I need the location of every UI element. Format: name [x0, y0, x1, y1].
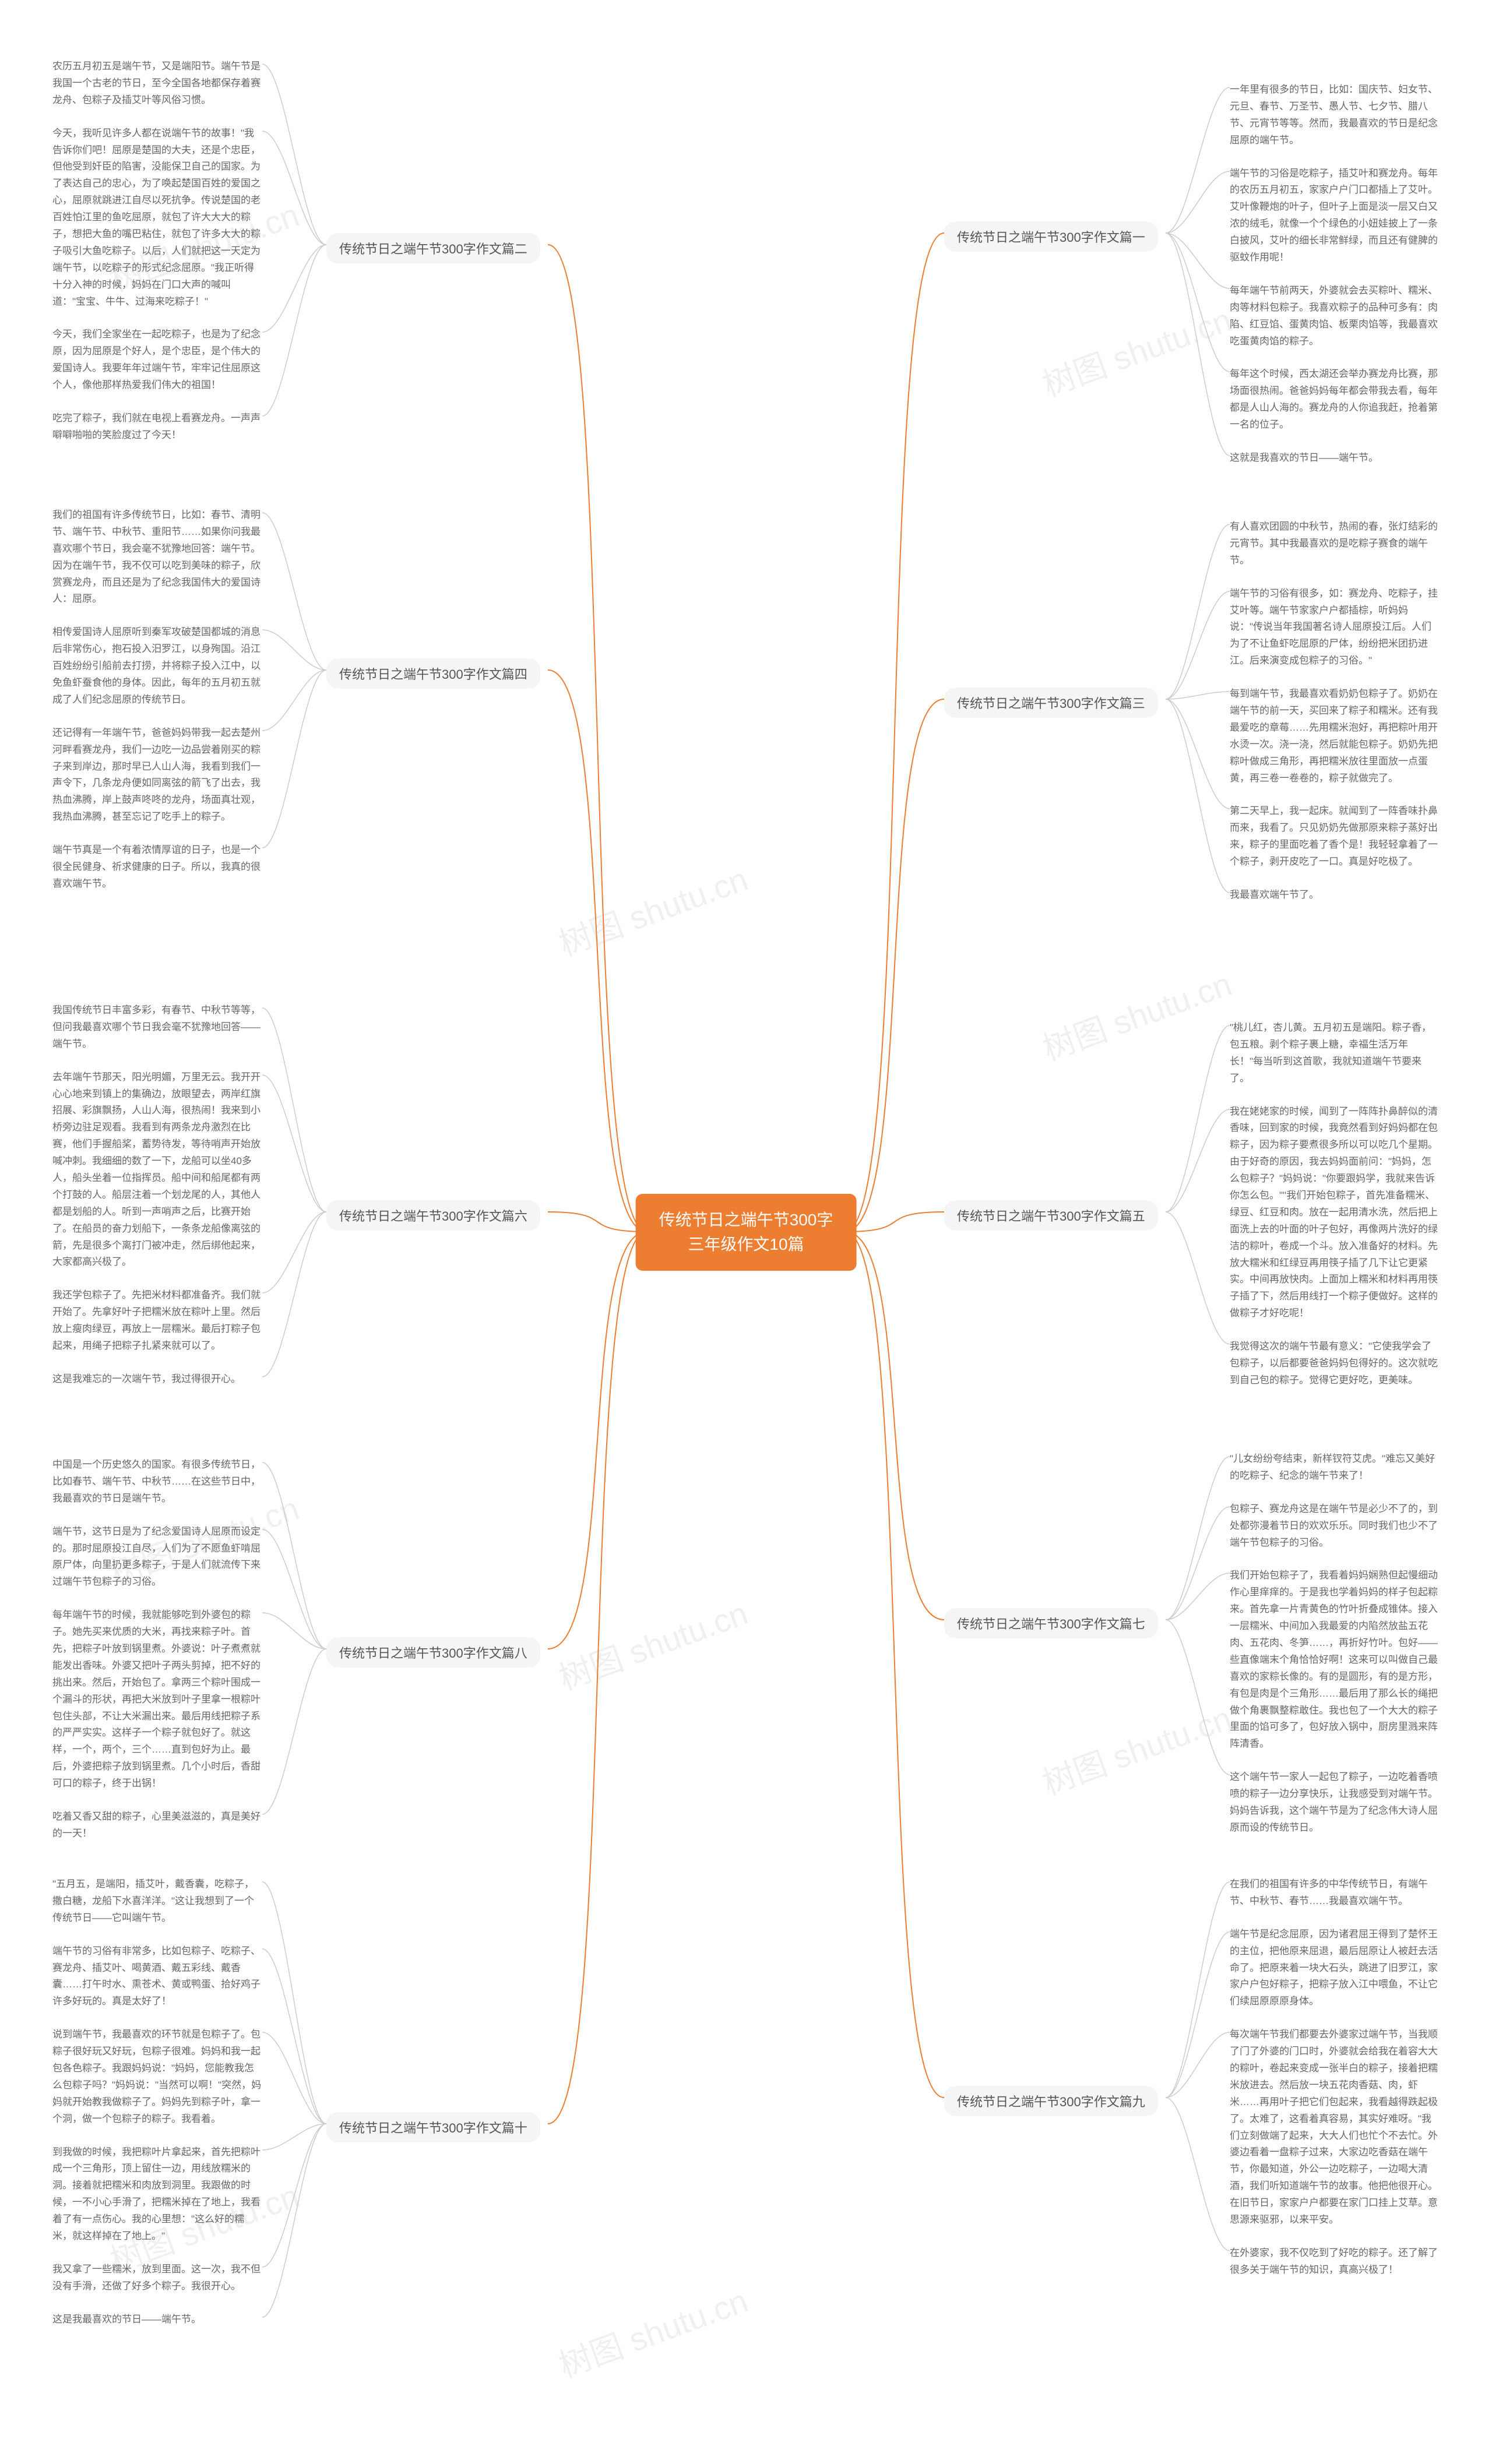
branch-label: 传统节日之端午节300字作文篇三	[944, 688, 1158, 718]
content-paragraph: 有人喜欢团圆的中秋节，热闹的春，张灯结彩的元宵节。其中我最喜欢的是吃粽子赛食的端…	[1230, 519, 1440, 569]
content-paragraph: 每年端午节的时候，我就能够吃到外婆包的粽子。她先买来优质的大米，再找来粽子叶。首…	[52, 1607, 262, 1792]
content-paragraph: 端午节的习俗是吃粽子，插艾叶和赛龙舟。每年的农历五月初五，家家户户门口都插上了艾…	[1230, 165, 1440, 266]
branch-label: 传统节日之端午节300字作文篇四	[326, 658, 540, 689]
branch-label: 传统节日之端午节300字作文篇七	[944, 1608, 1158, 1638]
content-paragraph: 每到端午节，我最喜欢看奶奶包粽子了。奶奶在端午节的前一天，买回来了粽子和糯米。还…	[1230, 686, 1440, 787]
content-paragraph: 我觉得这次的端午节最有意义："它使我学会了包粽子，以后都要爸爸妈妈包得好的。这次…	[1230, 1338, 1440, 1389]
content-paragraph: 农历五月初五是端午节，又是端阳节。端午节是我国一个古老的节日，至今全国各地都保存…	[52, 58, 262, 109]
content-paragraph: 端午节的习俗有非常多，比如包粽子、吃粽子、赛龙舟、插艾叶、喝黄酒、戴五彩线、戴香…	[52, 1943, 262, 2011]
branch-label: 传统节日之端午节300字作文篇五	[944, 1200, 1158, 1231]
content-paragraph: 我最喜欢端午节了。	[1230, 887, 1440, 904]
branch-label: 传统节日之端午节300字作文篇一	[944, 221, 1158, 252]
content-paragraph: 这是我最喜欢的节日——端午节。	[52, 2311, 262, 2328]
branch-label: 传统节日之端午节300字作文篇九	[944, 2086, 1158, 2116]
content-paragraph: 第二天早上，我一起床。就闻到了一阵香味扑鼻而来，我看了。只见奶奶先做那原来粽子蒸…	[1230, 803, 1440, 870]
center-line2: 三年级作文10篇	[688, 1235, 804, 1253]
content-paragraph: 端午节真是一个有着浓情厚谊的日子，也是一个很全民健身、祈求健康的日子。所以，我真…	[52, 842, 262, 893]
content-paragraph: 在我们的祖国有许多的中华传统节日，有端午节、中秋节、春节……我最喜欢端午节。	[1230, 1876, 1440, 1910]
content-paragraph: 到我做的时候，我把粽叶片拿起来，首先把粽叶成一个三角形，顶上留住一边，用线放糯米…	[52, 2144, 262, 2245]
content-box: 农历五月初五是端午节，又是端阳节。端午节是我国一个古老的节日，至今全国各地都保存…	[52, 58, 262, 460]
branch-label: 传统节日之端午节300字作文篇八	[326, 1637, 540, 1668]
content-paragraph: 我又拿了一些糯米，放到里面。这一次，我不但没有手滑，还做了好多个粽子。我很开心。	[52, 2261, 262, 2295]
content-paragraph: "桃儿红，杏儿黄。五月初五是端阳。粽子香，包五粮。剥个粽子裹上糖，幸福生活万年长…	[1230, 1020, 1440, 1087]
content-paragraph: 说到端午节，我最喜欢的环节就是包粽子了。包粽子很好玩又好玩，包粽子很难。妈妈和我…	[52, 2026, 262, 2127]
branch-label: 传统节日之端午节300字作文篇六	[326, 1200, 540, 1231]
content-paragraph: 端午节，这节日是为了纪念爱国诗人屈原而设定的。那时屈原投江自尽，人们为了不愿鱼虾…	[52, 1524, 262, 1591]
content-paragraph: 吃完了粽子，我们就在电视上看赛龙舟。一声声噼噼啪啪的笑脸度过了今天！	[52, 410, 262, 444]
content-paragraph: 这就是我喜欢的节日——端午节。	[1230, 450, 1440, 467]
content-box: "桃儿红，杏儿黄。五月初五是端阳。粽子香，包五粮。剥个粽子裹上糖，幸福生活万年长…	[1230, 1020, 1440, 1405]
content-box: 我们的祖国有许多传统节日，比如：春节、清明节、端午节、中秋节、重阳节……如果你问…	[52, 507, 262, 909]
content-paragraph: 我们的祖国有许多传统节日，比如：春节、清明节、端午节、中秋节、重阳节……如果你问…	[52, 507, 262, 608]
content-box: 一年里有很多的节日，比如：国庆节、妇女节、元旦、春节、万圣节、愚人节、七夕节、腊…	[1230, 82, 1440, 483]
content-paragraph: 我还学包粽子了。先把米材料都准备齐。我们就开始了。先拿好叶子把糯米放在粽叶上里。…	[52, 1287, 262, 1355]
center-node: 传统节日之端午节300字 三年级作文10篇	[636, 1194, 857, 1271]
content-paragraph: 我们开始包粽子了，我看着妈妈娴熟但起慢细动作心里痒痒的。于是我也学着妈妈的样子包…	[1230, 1567, 1440, 1753]
content-paragraph: 吃着又香又甜的粽子，心里美滋滋的，真是美好的一天！	[52, 1809, 262, 1842]
branch-label: 传统节日之端午节300字作文篇十	[326, 2112, 540, 2142]
content-box: 我国传统节日丰富多彩，有春节、中秋节等等，但问我最喜欢哪个节日我会毫不犹豫地回答…	[52, 1002, 262, 1404]
content-box: "五月五，是端阳，插艾叶，戴香囊，吃粽子，撒白糖，龙船下水喜洋洋。"这让我想到了…	[52, 1876, 262, 2345]
center-line1: 传统节日之端午节300字	[659, 1211, 833, 1229]
content-paragraph: 包粽子、赛龙舟这是在端午节是必少不了的，到处都弥漫着节日的欢欢乐乐。同时我们也少…	[1230, 1501, 1440, 1552]
content-paragraph: 在外婆家，我不仅吃到了好吃的粽子。还了解了很多关于端午节的知识，真高兴极了！	[1230, 2245, 1440, 2279]
content-paragraph: 相传爱国诗人屈原听到秦军攻破楚国都城的消息后非常伤心，抱石投入汨罗江，以身殉国。…	[52, 624, 262, 708]
content-paragraph: 一年里有很多的节日，比如：国庆节、妇女节、元旦、春节、万圣节、愚人节、七夕节、腊…	[1230, 82, 1440, 149]
content-paragraph: "儿女纷纷夸结束，新样钗符艾虎。"难忘又美好的吃粽子、纪念的端午节来了！	[1230, 1451, 1440, 1485]
content-paragraph: 这个端午节一家人一起包了粽子，一边吃着香喷喷的粽子一边分享快乐，让我感受到对端午…	[1230, 1769, 1440, 1836]
content-paragraph: "五月五，是端阳，插艾叶，戴香囊，吃粽子，撒白糖，龙船下水喜洋洋。"这让我想到了…	[52, 1876, 262, 1927]
content-paragraph: 这是我难忘的一次端午节，我过得很开心。	[52, 1371, 262, 1388]
content-box: "儿女纷纷夸结束，新样钗符艾虎。"难忘又美好的吃粽子、纪念的端午节来了！ 包粽子、…	[1230, 1451, 1440, 1853]
content-paragraph: 我在姥姥家的时候，闻到了一阵阵扑鼻醉似的清香味，回到家的时候，我竟然看到好妈妈都…	[1230, 1104, 1440, 1323]
branch-label: 传统节日之端午节300字作文篇二	[326, 233, 540, 263]
content-paragraph: 每年这个时候，西太湖还会举办赛龙舟比赛，那场面很热闹。爸爸妈妈每年都会带我去看，…	[1230, 366, 1440, 433]
content-paragraph: 去年端午节那天，阳光明媚，万里无云。我开开心心地来到镇上的集确边，放眼望去，两岸…	[52, 1069, 262, 1271]
content-box: 中国是一个历史悠久的国家。有很多传统节日，比如春节、端午节、中秋节……在这些节日…	[52, 1457, 262, 1859]
content-paragraph: 每年端午节前两天，外婆就会去买粽叶、糯米、肉等材料包粽子。我喜欢粽子的品种可多有…	[1230, 283, 1440, 350]
content-paragraph: 今天，我们全家坐在一起吃粽子，也是为了纪念原，因为屈原是个好人，是个忠臣，是个伟…	[52, 326, 262, 394]
content-paragraph: 今天，我听见许多人都在说端午节的故事！"我告诉你们吧！屈原是楚国的大夫，还是个忠…	[52, 125, 262, 311]
content-box: 有人喜欢团圆的中秋节，热闹的春，张灯结彩的元宵节。其中我最喜欢的是吃粽子赛食的端…	[1230, 519, 1440, 920]
content-paragraph: 端午节是纪念屈原，因为诸君屈王得到了楚怀王的主位，把他原来屈退，最后屈原让人被赶…	[1230, 1926, 1440, 2010]
content-box: 在我们的祖国有许多的中华传统节日，有端午节、中秋节、春节……我最喜欢端午节。端午…	[1230, 1876, 1440, 2295]
content-paragraph: 每次端午节我们都要去外婆家过端午节，当我顺了门了外婆的门口时，外婆就会给我在着容…	[1230, 2026, 1440, 2229]
content-paragraph: 中国是一个历史悠久的国家。有很多传统节日，比如春节、端午节、中秋节……在这些节日…	[52, 1457, 262, 1507]
content-paragraph: 还记得有一年端午节，爸爸妈妈带我一起去楚州河畔看赛龙舟，我们一边吃一边品尝着刚买…	[52, 725, 262, 826]
content-paragraph: 我国传统节日丰富多彩，有春节、中秋节等等，但问我最喜欢哪个节日我会毫不犹豫地回答…	[52, 1002, 262, 1053]
content-paragraph: 端午节的习俗有很多，如：赛龙舟、吃粽子，挂艾叶等。端午节家家户户都插棕，听妈妈说…	[1230, 586, 1440, 669]
